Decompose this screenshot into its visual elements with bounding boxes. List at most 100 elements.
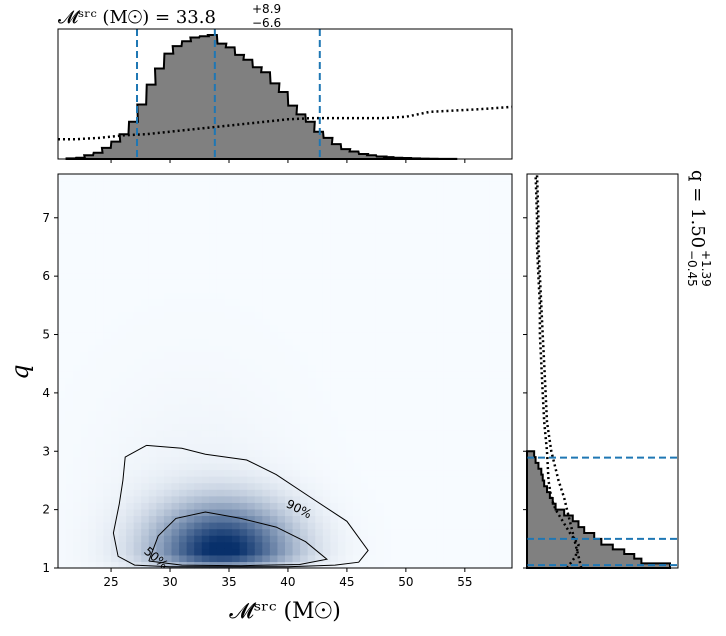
density-cell (368, 397, 377, 405)
density-cell (413, 548, 422, 556)
density-cell (194, 219, 203, 228)
density-cell (277, 252, 286, 260)
density-cell (209, 528, 218, 536)
density-cell (224, 541, 233, 549)
density-cell (88, 246, 97, 254)
density-cell (163, 305, 173, 313)
density-cell (95, 502, 104, 510)
density-cell (262, 495, 271, 503)
density-cell (375, 449, 384, 457)
density-cell (443, 351, 453, 359)
density-cell (156, 469, 165, 477)
density-cell (368, 384, 377, 392)
density-cell (375, 515, 384, 523)
density-cell (489, 226, 498, 234)
density-cell (141, 410, 150, 418)
density-cell (133, 390, 142, 398)
density-cell (148, 206, 157, 214)
density-cell (459, 200, 468, 208)
density-cell (269, 325, 279, 333)
density-cell (292, 246, 301, 254)
density-cell (383, 226, 392, 234)
density-cell (179, 311, 188, 320)
density-cell (194, 318, 203, 326)
density-cell (345, 535, 354, 543)
density-cell (232, 390, 241, 398)
density-cell (126, 410, 135, 418)
density-cell (383, 528, 392, 536)
density-cell (194, 403, 203, 411)
density-cell (451, 331, 460, 339)
density-cell (194, 252, 203, 260)
density-cell (156, 449, 165, 457)
density-cell (368, 371, 377, 379)
density-cell (209, 265, 218, 274)
density-cell (436, 469, 445, 477)
density-cell (103, 252, 112, 260)
density-cell (224, 193, 233, 201)
density-cell (443, 193, 453, 201)
density-cell (413, 364, 422, 372)
density-cell (285, 265, 294, 274)
density-cell (156, 265, 165, 274)
density-cell (315, 206, 324, 214)
density-cell (466, 357, 475, 366)
density-cell (383, 292, 392, 300)
density-cell (443, 279, 453, 287)
density-cell (73, 351, 82, 359)
density-cell (262, 272, 271, 280)
density-cell (375, 318, 384, 326)
density-cell (443, 331, 453, 339)
density-cell (194, 193, 203, 201)
density-cell (360, 338, 369, 346)
density-cell (232, 449, 241, 457)
density-cell (65, 495, 74, 503)
density-cell (110, 443, 120, 451)
density-cell (292, 495, 301, 503)
density-cell (254, 502, 263, 510)
density-cell (398, 482, 407, 490)
y-tick-label: 5 (42, 328, 50, 342)
density-cell (216, 239, 226, 247)
density-cell (292, 259, 301, 267)
density-cell (330, 292, 339, 300)
density-cell (216, 285, 226, 293)
density-cell (413, 397, 422, 405)
density-cell (451, 482, 460, 490)
density-cell (247, 259, 256, 267)
q-title: q = 1.50 +1.39 −0.45 (685, 170, 713, 287)
density-cell (118, 233, 127, 241)
density-cell (436, 344, 445, 352)
density-cell (141, 482, 150, 490)
density-cell (496, 246, 506, 254)
density-cell (201, 535, 210, 543)
density-cell (73, 174, 82, 182)
density-cell (171, 416, 180, 425)
density-cell (262, 298, 271, 306)
density-cell (262, 344, 271, 352)
density-cell (443, 443, 453, 451)
density-cell (496, 495, 506, 503)
density-cell (209, 305, 218, 313)
density-cell (277, 436, 286, 444)
density-cell (110, 384, 120, 392)
density-cell (247, 357, 256, 366)
density-cell (103, 423, 112, 431)
density-cell (353, 469, 362, 477)
density-cell (368, 522, 377, 530)
density-cell (421, 357, 430, 366)
density-cell (300, 265, 309, 274)
density-cell (110, 515, 120, 523)
density-cell (201, 351, 210, 359)
density-cell (262, 226, 271, 234)
density-cell (481, 213, 490, 221)
density-cell (73, 292, 82, 300)
density-cell (481, 469, 490, 477)
density-cell (171, 193, 180, 201)
density-cell (353, 344, 362, 352)
density-cell (58, 246, 67, 254)
density-cell (315, 548, 324, 556)
density-cell (481, 311, 490, 320)
density-cell (163, 561, 173, 569)
density-cell (216, 200, 226, 208)
